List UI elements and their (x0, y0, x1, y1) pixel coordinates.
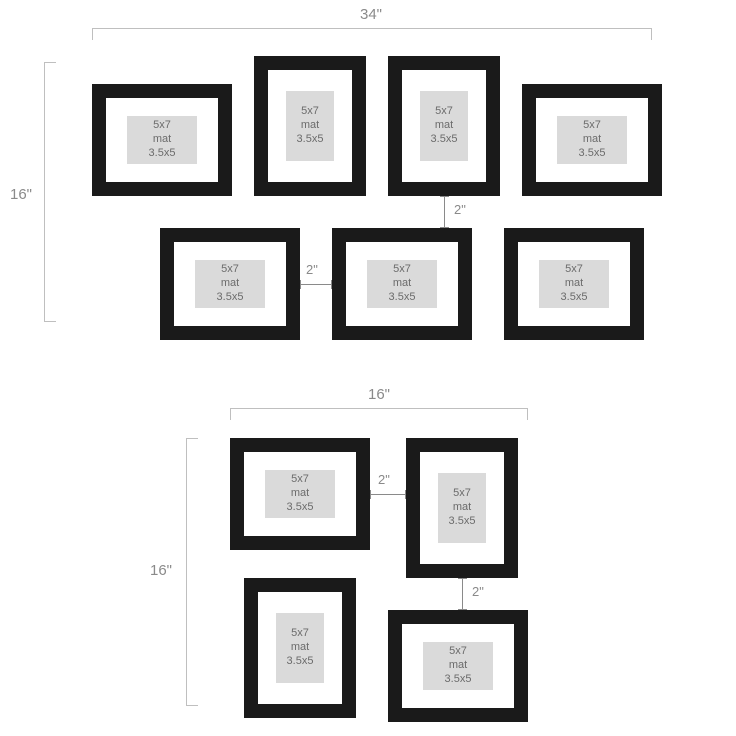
frame-size-label: 5x7 (291, 627, 309, 641)
rule-cap (186, 438, 198, 439)
frame-mat-label: mat (291, 487, 309, 501)
rule-cap (44, 62, 56, 63)
overall-width-label: 34" (360, 6, 382, 23)
picture-frame-a6: 5x7mat3.5x5 (332, 228, 472, 340)
width-rule (92, 28, 652, 29)
frame-opening-label: 3.5x5 (149, 147, 176, 161)
picture-frame-a1: 5x7mat3.5x5 (92, 84, 232, 196)
frame-mat-label: mat (565, 277, 583, 291)
frame-opening-label: 3.5x5 (445, 673, 472, 687)
picture-frame-b1: 5x7mat3.5x5 (230, 438, 370, 550)
gap-label: 2" (306, 262, 318, 277)
frame-mat-label: mat (453, 501, 471, 515)
frame-mat: 5x7mat3.5x5 (195, 260, 265, 308)
gap-label: 2" (454, 202, 466, 217)
height-rule (186, 438, 187, 706)
frame-mat: 5x7mat3.5x5 (423, 642, 493, 690)
frame-opening-label: 3.5x5 (449, 515, 476, 529)
frame-size-label: 5x7 (449, 645, 467, 659)
overall-height-label: 16" (150, 562, 172, 579)
picture-frame-a3: 5x7mat3.5x5 (388, 56, 500, 196)
frame-size-label: 5x7 (291, 473, 309, 487)
frame-mat-label: mat (153, 133, 171, 147)
frame-opening-label: 3.5x5 (389, 291, 416, 305)
gap-marker-horizontal (370, 494, 406, 495)
frame-opening-label: 3.5x5 (287, 655, 314, 669)
gap-label: 2" (378, 472, 390, 487)
frame-size-label: 5x7 (393, 263, 411, 277)
frame-size-label: 5x7 (221, 263, 239, 277)
frame-mat-label: mat (301, 119, 319, 133)
frame-mat: 5x7mat3.5x5 (539, 260, 609, 308)
frame-opening-label: 3.5x5 (297, 133, 324, 147)
frame-mat: 5x7mat3.5x5 (127, 116, 197, 164)
frame-opening-label: 3.5x5 (287, 501, 314, 515)
frame-size-label: 5x7 (153, 119, 171, 133)
picture-frame-b3: 5x7mat3.5x5 (244, 578, 356, 718)
frame-mat-label: mat (221, 277, 239, 291)
picture-frame-b4: 5x7mat3.5x5 (388, 610, 528, 722)
picture-frame-a5: 5x7mat3.5x5 (160, 228, 300, 340)
gap-marker-vertical (462, 578, 463, 610)
frame-size-label: 5x7 (453, 487, 471, 501)
frame-mat: 5x7mat3.5x5 (367, 260, 437, 308)
frame-size-label: 5x7 (583, 119, 601, 133)
rule-cap (651, 28, 652, 40)
frame-mat: 5x7mat3.5x5 (438, 473, 486, 543)
rule-cap (527, 408, 528, 420)
frame-size-label: 5x7 (565, 263, 583, 277)
rule-cap (44, 321, 56, 322)
diagram-stage: 34"16"5x7mat3.5x55x7mat3.5x55x7mat3.5x55… (0, 0, 736, 736)
frame-mat-label: mat (583, 133, 601, 147)
frame-mat-label: mat (291, 641, 309, 655)
picture-frame-a2: 5x7mat3.5x5 (254, 56, 366, 196)
gap-label: 2" (472, 584, 484, 599)
rule-cap (92, 28, 93, 40)
frame-mat: 5x7mat3.5x5 (420, 91, 468, 161)
frame-mat-label: mat (393, 277, 411, 291)
width-rule (230, 408, 528, 409)
frame-mat: 5x7mat3.5x5 (265, 470, 335, 518)
frame-opening-label: 3.5x5 (561, 291, 588, 305)
frame-size-label: 5x7 (301, 105, 319, 119)
frame-mat: 5x7mat3.5x5 (286, 91, 334, 161)
overall-width-label: 16" (368, 386, 390, 403)
frame-mat-label: mat (449, 659, 467, 673)
frame-opening-label: 3.5x5 (579, 147, 606, 161)
picture-frame-a7: 5x7mat3.5x5 (504, 228, 644, 340)
frame-opening-label: 3.5x5 (217, 291, 244, 305)
frame-size-label: 5x7 (435, 105, 453, 119)
picture-frame-b2: 5x7mat3.5x5 (406, 438, 518, 578)
gap-marker-vertical (444, 196, 445, 228)
picture-frame-a4: 5x7mat3.5x5 (522, 84, 662, 196)
overall-height-label: 16" (10, 186, 32, 203)
frame-mat-label: mat (435, 119, 453, 133)
frame-mat: 5x7mat3.5x5 (557, 116, 627, 164)
height-rule (44, 62, 45, 322)
rule-cap (186, 705, 198, 706)
gap-marker-horizontal (300, 284, 332, 285)
frame-opening-label: 3.5x5 (431, 133, 458, 147)
rule-cap (230, 408, 231, 420)
frame-mat: 5x7mat3.5x5 (276, 613, 324, 683)
